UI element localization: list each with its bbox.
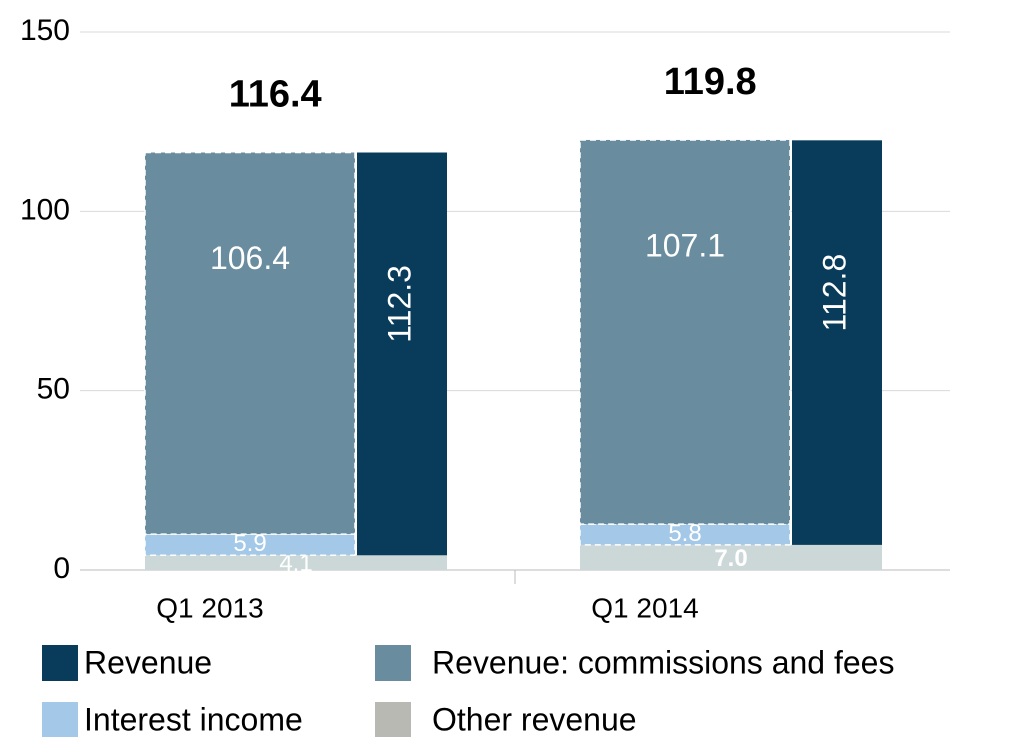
y-tick-label: 150 [20, 14, 70, 47]
other-revenue-bar [145, 555, 447, 570]
legend-label: Interest income [84, 701, 303, 737]
x-tick-label: Q1 2013 [156, 592, 263, 623]
interest-income-bar [144, 533, 356, 557]
revenue-label: 112.3 [381, 265, 417, 343]
total-label: 116.4 [229, 74, 322, 116]
other-revenue-bar [580, 544, 882, 570]
revenue-label: 112.8 [816, 254, 852, 332]
total-label: 119.8 [664, 61, 757, 103]
legend-label: Revenue [84, 644, 212, 680]
legend-swatch [375, 645, 411, 681]
y-tick-label: 0 [53, 552, 70, 585]
y-tick-label: 100 [20, 193, 70, 226]
legend-label: Other revenue [432, 701, 637, 737]
commissions-label: 106.4 [210, 240, 290, 276]
commissions-label: 107.1 [645, 227, 725, 263]
other-revenue-label: 7.0 [714, 545, 747, 572]
revenue-bar [357, 152, 447, 556]
y-tick-label: 50 [37, 373, 70, 406]
commissions-bar [144, 151, 356, 535]
legend-swatch [375, 702, 411, 737]
revenue-bar [792, 140, 882, 545]
x-tick-label: Q1 2014 [591, 592, 698, 623]
commissions-bar [579, 139, 791, 525]
legend-swatch [42, 702, 78, 737]
legend-swatch [42, 645, 78, 681]
legend-label: Revenue: commissions and fees [432, 644, 894, 680]
